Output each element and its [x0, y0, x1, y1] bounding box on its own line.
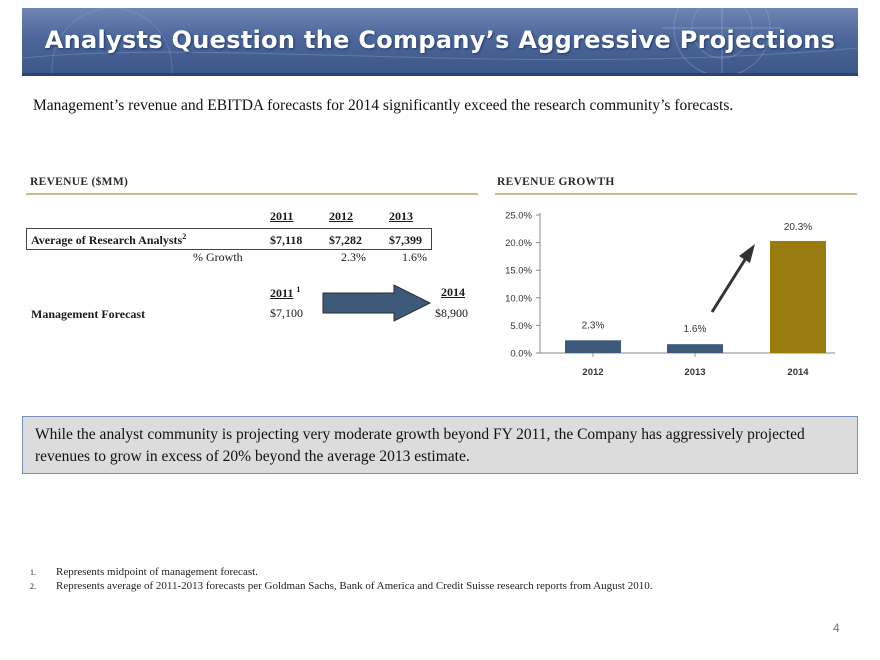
analyst-value-2013: $7,399 — [389, 233, 422, 247]
x-tick-label: 2014 — [787, 367, 809, 378]
trend-arrow-shaft — [710, 257, 748, 313]
callout-note: While the analyst community is projectin… — [22, 416, 858, 474]
analyst-average-row — [26, 228, 432, 250]
title-banner: Analysts Question the Company’s Aggressi… — [22, 8, 858, 76]
analyst-value-2012: $7,282 — [329, 233, 362, 247]
y-tick-label: 5.0% — [510, 321, 532, 332]
bar-2012 — [565, 340, 621, 353]
analyst-value-2011: $7,118 — [270, 233, 303, 247]
page-number: 4 — [833, 621, 840, 635]
mgmt-year-end: 2014 — [441, 285, 465, 299]
management-forecast-label: Management Forecast — [31, 307, 146, 321]
footnote-1: 1. Represents midpoint of management fore… — [30, 566, 258, 578]
growth-value-2012: 2.3% — [341, 250, 366, 264]
chart-section-divider — [495, 193, 857, 195]
bar-2013 — [667, 344, 723, 353]
revenue-section-title: REVENUE ($MM) — [30, 176, 129, 188]
x-tick-label: 2013 — [684, 367, 705, 378]
trend-arrow-head-icon — [739, 244, 755, 263]
y-tick-label: 25.0% — [505, 211, 532, 222]
growth-value-2013: 1.6% — [402, 250, 427, 264]
y-tick-label: 10.0% — [505, 293, 532, 304]
year-header-2011: 2011 — [270, 209, 294, 223]
y-tick-label: 0.0% — [510, 349, 532, 360]
analyst-average-label: Average of Research Analysts2 — [31, 232, 187, 247]
subtitle: Management’s revenue and EBITDA forecast… — [33, 97, 734, 114]
year-header-2013: 2013 — [389, 209, 413, 223]
compass-background-graphic — [22, 8, 858, 73]
growth-arrow-icon — [322, 284, 432, 322]
mgmt-value-start: $7,100 — [270, 306, 303, 320]
revenue-section-divider — [26, 193, 478, 195]
footnote-2: 2. Represents average of 2011-2013 foreca… — [30, 580, 653, 592]
growth-label: % Growth — [193, 250, 243, 264]
x-tick-label: 2012 — [582, 367, 603, 378]
mgmt-value-end: $8,900 — [435, 306, 468, 320]
mgmt-year-start: 2011 1 — [270, 285, 301, 300]
chart-title: REVENUE GROWTH — [497, 176, 615, 188]
y-tick-label: 15.0% — [505, 266, 532, 277]
revenue-growth-chart: 0.0% 5.0% 10.0% 15.0% 20.0% 25.0% 2012 2.3% 2013… — [505, 211, 835, 378]
data-label: 20.3% — [784, 222, 812, 233]
year-header-2012: 2012 — [329, 209, 353, 223]
data-label: 2.3% — [582, 320, 605, 331]
bar-2014 — [770, 240, 826, 353]
y-tick-label: 20.0% — [505, 238, 532, 249]
data-label: 1.6% — [684, 324, 707, 335]
page-title: Analysts Question the Company’s Aggressi… — [44, 26, 836, 54]
